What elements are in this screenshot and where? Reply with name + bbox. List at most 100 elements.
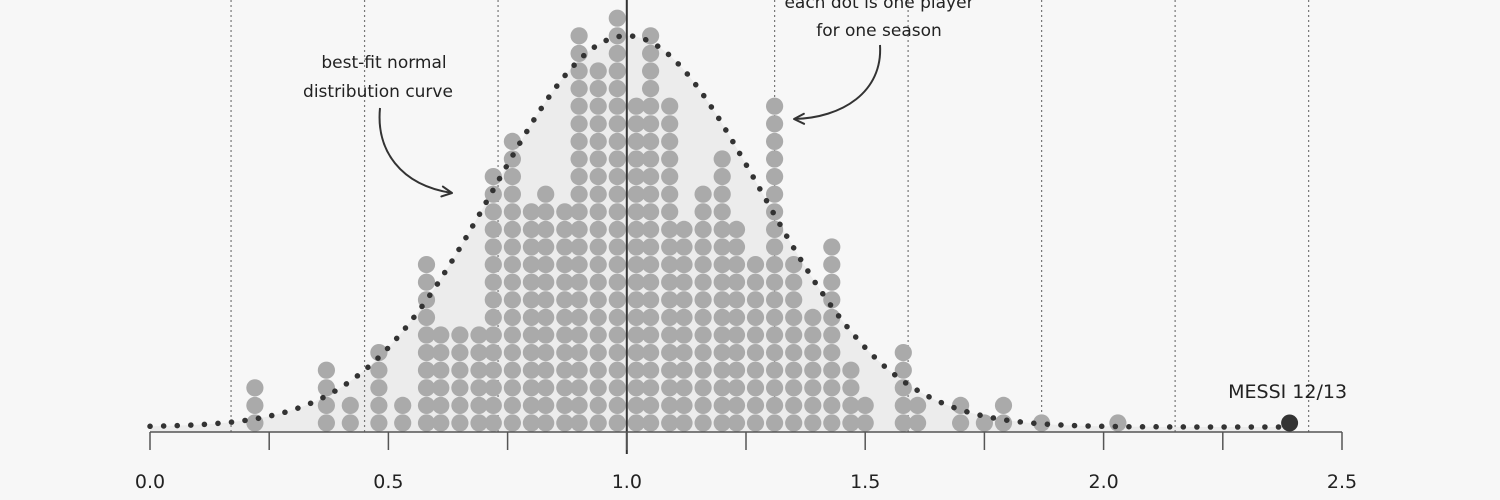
- player-dot: [823, 344, 841, 362]
- player-dot: [627, 396, 645, 414]
- player-dot: [470, 414, 488, 432]
- player-dot: [417, 361, 436, 379]
- player-dot: [894, 414, 912, 432]
- player-dot: [627, 115, 645, 133]
- player-dot: [570, 168, 588, 186]
- dot-column: [856, 396, 874, 432]
- player-dot: [503, 256, 521, 274]
- player-dot: [341, 414, 359, 432]
- player-dot: [642, 238, 660, 256]
- player-dot: [522, 379, 541, 397]
- player-dot: [894, 361, 912, 379]
- tick-label: 2.5: [1327, 471, 1357, 493]
- player-dot: [642, 44, 660, 63]
- player-dot: [675, 379, 693, 397]
- player-dot: [417, 256, 436, 274]
- player-dot: [589, 256, 607, 274]
- player-dot: [503, 185, 521, 203]
- player-dot: [589, 344, 607, 362]
- player-dot: [746, 308, 765, 326]
- player-dot: [642, 150, 660, 168]
- player-dot: [627, 344, 645, 362]
- player-dot: [470, 396, 488, 414]
- player-dot: [694, 396, 712, 414]
- player-dot: [503, 326, 521, 344]
- dot-column: [317, 361, 335, 432]
- player-dot: [713, 344, 731, 362]
- player-dot: [341, 396, 359, 414]
- dot-column: [823, 238, 841, 432]
- dot-column: [694, 185, 712, 432]
- player-dot: [537, 344, 555, 362]
- player-dot: [503, 203, 521, 221]
- player-dot: [766, 150, 784, 168]
- player-dot: [713, 414, 731, 432]
- player-dot: [537, 379, 555, 397]
- player-dot: [537, 308, 555, 326]
- player-dot: [746, 361, 765, 379]
- player-dot: [570, 80, 588, 98]
- player-dot: [766, 132, 784, 150]
- player-dot: [642, 361, 660, 379]
- player-dot: [713, 291, 731, 309]
- player-dot: [627, 308, 645, 326]
- player-dot: [484, 256, 502, 274]
- dot-column: [370, 344, 388, 432]
- player-dot: [470, 344, 488, 362]
- tick-label: 0.5: [373, 471, 403, 493]
- player-dot: [417, 308, 436, 326]
- player-dot: [694, 379, 712, 397]
- player-dot: [713, 238, 731, 256]
- dot-column: [909, 396, 927, 432]
- player-dot: [746, 273, 765, 291]
- player-dot: [522, 256, 541, 274]
- player-dot: [766, 396, 784, 414]
- player-dot: [713, 273, 731, 291]
- player-dot: [503, 238, 521, 256]
- player-dot: [556, 220, 574, 238]
- player-dot: [746, 326, 765, 344]
- player-dot: [642, 80, 660, 98]
- player-dot: [570, 203, 588, 221]
- player-dot: [522, 361, 541, 379]
- player-dot: [1109, 414, 1127, 432]
- player-dot: [627, 361, 645, 379]
- player-dot: [570, 326, 588, 344]
- player-dot: [727, 414, 746, 432]
- player-dot: [317, 379, 335, 397]
- player-dot: [608, 326, 626, 344]
- player-dot: [823, 414, 841, 432]
- player-dot: [694, 185, 712, 203]
- player-dot: [608, 414, 626, 432]
- player-dot: [608, 97, 626, 115]
- player-dot: [823, 238, 841, 256]
- player-dot: [589, 220, 607, 238]
- player-dot: [842, 396, 860, 414]
- player-dot: [556, 414, 574, 432]
- player-dot: [570, 27, 588, 45]
- curve-note-line-1: best-fit normal: [321, 53, 446, 73]
- player-dot: [727, 256, 746, 274]
- player-dot: [766, 308, 784, 326]
- player-dot: [570, 132, 588, 150]
- player-dot: [766, 185, 784, 203]
- player-dot: [608, 361, 626, 379]
- player-dot: [522, 203, 541, 221]
- player-dot: [537, 203, 555, 221]
- player-dot: [503, 132, 521, 150]
- player-dot: [589, 414, 607, 432]
- player-dot: [608, 273, 626, 291]
- player-dot: [675, 220, 693, 238]
- player-dot: [556, 203, 574, 221]
- player-dot: [661, 115, 679, 133]
- dot-note-line-1: each dot is one player: [784, 0, 973, 13]
- player-dot: [432, 361, 450, 379]
- player-dot: [823, 308, 841, 326]
- dot-column: [341, 396, 359, 432]
- player-dot: [537, 185, 555, 203]
- player-dot: [484, 203, 502, 221]
- player-dot: [608, 238, 626, 256]
- player-dot: [785, 326, 803, 344]
- player-dot: [608, 203, 626, 221]
